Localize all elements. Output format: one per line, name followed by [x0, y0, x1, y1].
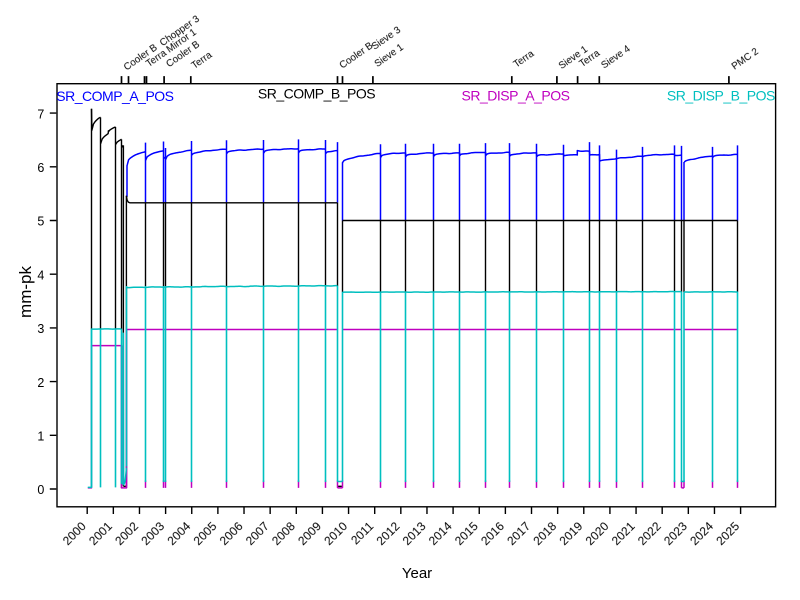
svg-text:SR_DISP_A_POS: SR_DISP_A_POS: [462, 88, 570, 104]
svg-text:SR_DISP_B_POS: SR_DISP_B_POS: [667, 88, 775, 104]
svg-text:Year: Year: [402, 565, 432, 582]
svg-text:mm-pk: mm-pk: [16, 266, 35, 318]
svg-text:0: 0: [37, 483, 44, 497]
svg-text:SR_COMP_A_POS: SR_COMP_A_POS: [56, 88, 173, 104]
svg-text:4: 4: [37, 268, 44, 282]
svg-text:6: 6: [37, 161, 44, 175]
svg-text:2: 2: [37, 376, 44, 390]
svg-text:7: 7: [37, 107, 44, 121]
svg-text:3: 3: [37, 322, 44, 336]
svg-text:5: 5: [37, 215, 44, 229]
svg-text:SR_COMP_B_POS: SR_COMP_B_POS: [258, 86, 375, 102]
svg-text:1: 1: [37, 430, 44, 444]
